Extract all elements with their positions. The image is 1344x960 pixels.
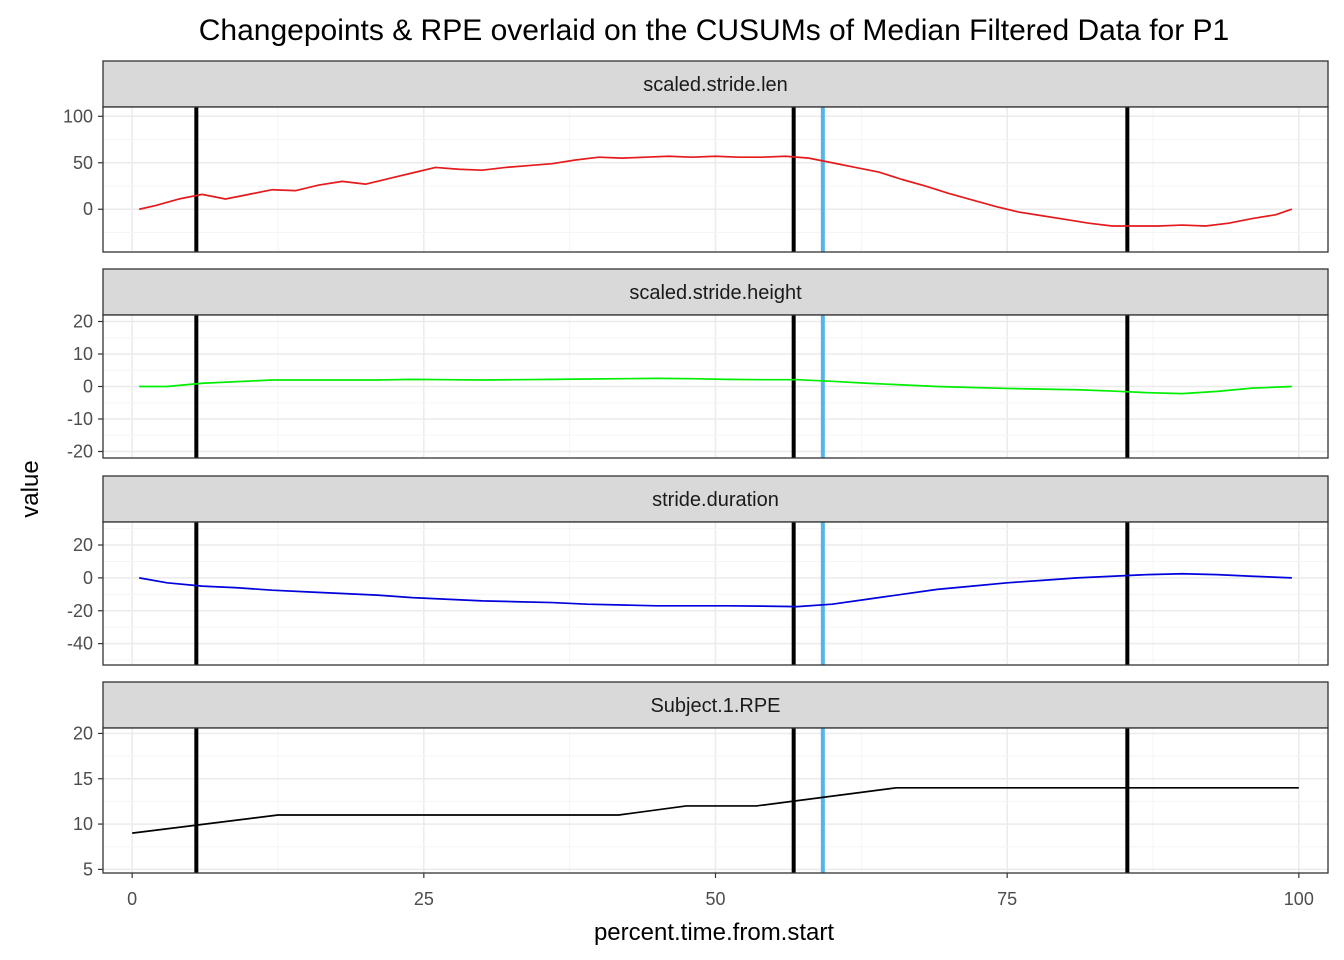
x-tick-label: 0	[127, 889, 137, 909]
facet-panel: stride.duration -40 -20 0 20	[67, 475, 1329, 666]
y-tick-label: 10	[73, 814, 93, 834]
x-tick-label: 25	[414, 889, 434, 909]
facet-panels: scaled.stride.len050100scaled.stride.hei…	[63, 60, 1329, 879]
facet-strip	[102, 268, 1329, 316]
x-tick-label: 50	[705, 889, 725, 909]
y-tick-label: 50	[73, 153, 93, 173]
y-tick-label: -20	[67, 601, 93, 621]
y-tick-label: -10	[67, 409, 93, 429]
panel-border	[102, 106, 1329, 253]
facet-strip-label: stride.duration	[652, 489, 779, 511]
facet-strip	[102, 681, 1329, 729]
series-line	[138, 155, 1293, 227]
x-tick-label: 75	[997, 889, 1017, 909]
y-tick-label: 20	[73, 723, 93, 743]
y-tick-label: 20	[73, 312, 93, 332]
facet-strip-label: scaled.stride.height	[629, 282, 802, 304]
y-tick-label: 0	[83, 568, 93, 588]
y-axis-title: value	[17, 460, 44, 517]
y-tick-label: -20	[67, 442, 93, 462]
x-axis: 0 25 50 75 100	[127, 873, 1314, 909]
series-line	[132, 786, 1299, 834]
y-tick-label: 15	[73, 769, 93, 789]
x-tick-label: 100	[1284, 889, 1314, 909]
y-tick-label: 10	[73, 344, 93, 364]
y-tick-label: 20	[73, 535, 93, 555]
series-line	[139, 377, 1292, 395]
y-tick-label: 5	[83, 859, 93, 879]
y-tick-label: 0	[83, 199, 93, 219]
facet-strip-label: scaled.stride.len	[643, 74, 788, 96]
panel-border	[102, 521, 1329, 666]
y-tick-label: 0	[83, 377, 93, 397]
y-tick-label: -40	[67, 634, 93, 654]
panel-border	[102, 314, 1329, 459]
y-tick-label: 100	[63, 106, 93, 126]
facet-panel: scaled.stride.len 0 50 100	[63, 60, 1329, 253]
facet-strip	[102, 60, 1329, 108]
facet-panel: Subject.1.RPE 5 10 15 20	[73, 681, 1329, 879]
chart-title: Changepoints & RPE overlaid on the CUSUM…	[199, 14, 1230, 47]
facet-panel: scaled.stride.height -20 -10 0 10 20	[67, 268, 1329, 462]
series-line	[139, 572, 1292, 608]
facet-strip-label: Subject.1.RPE	[650, 695, 780, 717]
x-axis-title: percent.time.from.start	[594, 919, 834, 946]
